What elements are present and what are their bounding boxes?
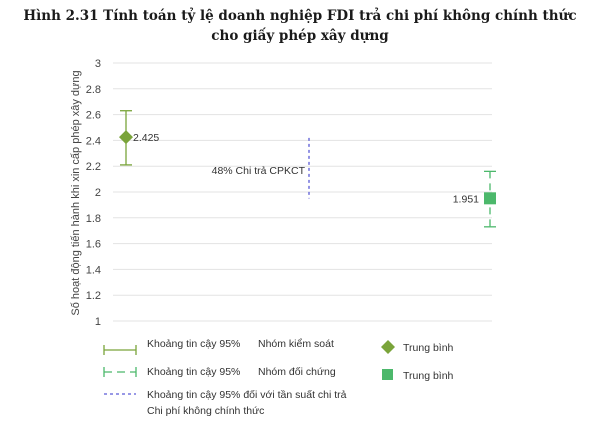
legend: Khoảng tin cậy 95% Nhóm kiểm soát Khoảng… xyxy=(103,338,454,417)
legend-informal-ci-line-2: Chi phí không chính thức xyxy=(147,405,264,417)
y-tick-label: 1.8 xyxy=(86,213,101,225)
legend-square-marker xyxy=(382,369,393,380)
y-tick-label: 1.2 xyxy=(86,290,101,302)
data-label: 2.425 xyxy=(133,132,159,144)
y-tick-label: 2.4 xyxy=(86,135,101,147)
legend-comparison-group: Nhóm đối chứng xyxy=(258,366,336,378)
legend-informal-ci-line-1: Khoảng tin cậy 95% đối với tần suất chi … xyxy=(147,389,347,401)
data-marks: 2.425 1.951 xyxy=(119,110,496,228)
title-line-1: Hình 2.31 Tính toán tỷ lệ doanh nghiệp F… xyxy=(23,8,577,24)
mean-marker-diamond xyxy=(119,130,133,145)
y-tick-label: 3 xyxy=(95,58,101,70)
legend-diamond-marker xyxy=(381,340,395,354)
informal-payment-label: 48% Chi trả CPKCT xyxy=(212,165,306,177)
legend-mean-label-1: Trung bình xyxy=(403,342,454,354)
gridlines xyxy=(113,62,492,322)
data-label: 1.951 xyxy=(453,193,479,205)
y-tick-label: 2.2 xyxy=(86,161,101,173)
mean-marker-square xyxy=(484,192,496,205)
y-tick-label: 2 xyxy=(95,187,101,199)
legend-ci-label-2: Khoảng tin cậy 95% xyxy=(147,366,240,378)
title-line-2: cho giấy phép xây dựng xyxy=(211,28,389,44)
legend-ci-comparison-symbol xyxy=(103,367,137,377)
y-tick-label: 1.4 xyxy=(86,264,101,276)
chart-title: Hình 2.31 Tính toán tỷ lệ doanh nghiệp F… xyxy=(0,6,600,46)
y-axis-label: Số hoạt động tiến hành khi xin cấp phép … xyxy=(70,70,82,315)
y-tick-label: 1.6 xyxy=(86,239,101,251)
legend-mean-label-2: Trung bình xyxy=(403,370,454,382)
y-tick-label: 1 xyxy=(95,316,101,328)
legend-ci-control-symbol xyxy=(103,345,137,355)
y-tick-label: 2.8 xyxy=(86,84,101,96)
y-axis-ticks: 1 1.2 1.4 1.6 1.8 2 2.2 2.4 2.6 2.8 3 xyxy=(86,58,101,328)
y-tick-label: 2.6 xyxy=(86,110,101,122)
legend-control-group: Nhóm kiểm soát xyxy=(258,338,334,350)
legend-ci-label-1: Khoảng tin cậy 95% xyxy=(147,338,240,350)
